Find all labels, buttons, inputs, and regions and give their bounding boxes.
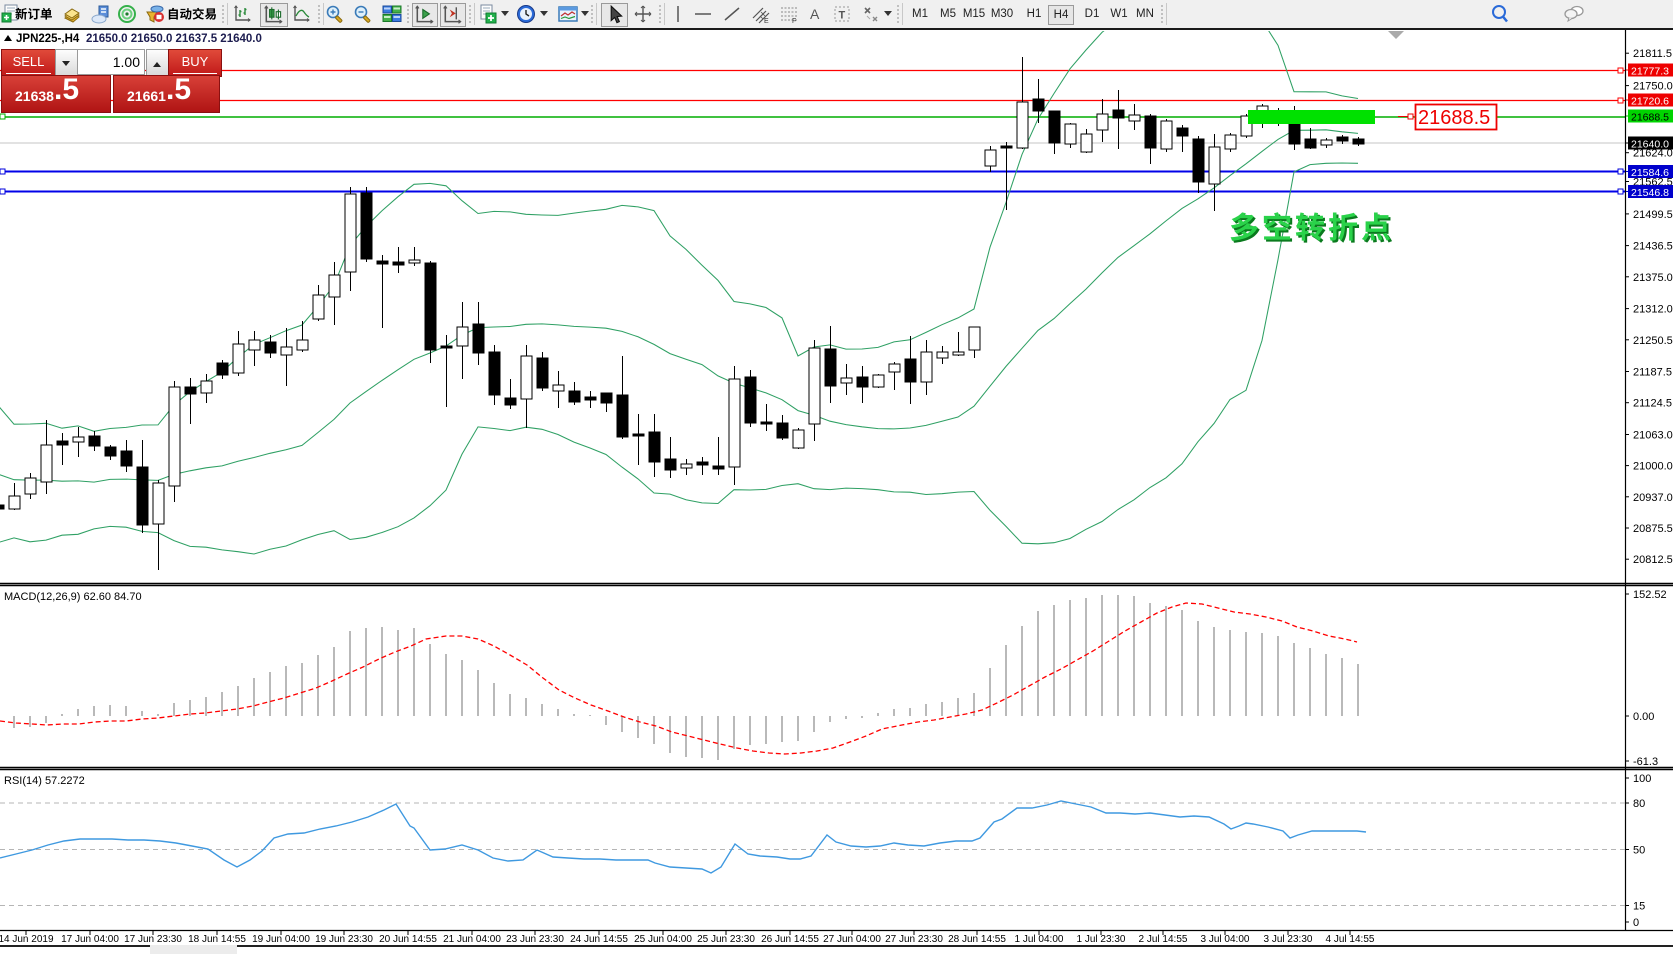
svg-text:21546.8: 21546.8 bbox=[1631, 187, 1669, 199]
svg-text:152.52: 152.52 bbox=[1633, 589, 1667, 601]
svg-text:21584.6: 21584.6 bbox=[1631, 167, 1669, 179]
svg-text:24 Jun 14:55: 24 Jun 14:55 bbox=[570, 934, 628, 945]
svg-text:26 Jun 14:55: 26 Jun 14:55 bbox=[761, 934, 819, 945]
svg-text:21375.0: 21375.0 bbox=[1633, 272, 1673, 284]
svg-text:21777.3: 21777.3 bbox=[1631, 66, 1669, 78]
svg-text:1 Jul 04:00: 1 Jul 04:00 bbox=[1015, 934, 1064, 945]
svg-text:3 Jul 23:30: 3 Jul 23:30 bbox=[1264, 934, 1313, 945]
svg-text:20875.5: 20875.5 bbox=[1633, 523, 1673, 535]
svg-text:E: E bbox=[764, 18, 769, 24]
svg-text:21250.5: 21250.5 bbox=[1633, 335, 1673, 347]
svg-text:RSI(14) 57.2272: RSI(14) 57.2272 bbox=[4, 775, 85, 787]
svg-text:-61.3: -61.3 bbox=[1633, 756, 1658, 768]
svg-text:MACD(12,26,9) 62.60 84.70: MACD(12,26,9) 62.60 84.70 bbox=[4, 591, 142, 603]
svg-text:21624.0: 21624.0 bbox=[1633, 148, 1673, 160]
svg-text:80: 80 bbox=[1633, 798, 1645, 810]
svg-text:21124.5: 21124.5 bbox=[1633, 398, 1672, 410]
svg-text:21640.0: 21640.0 bbox=[1631, 139, 1669, 151]
svg-text:18 Jun 14:55: 18 Jun 14:55 bbox=[188, 934, 246, 945]
svg-text:1 Jul 23:30: 1 Jul 23:30 bbox=[1077, 934, 1126, 945]
svg-text:21688.5: 21688.5 bbox=[1418, 107, 1490, 129]
svg-text:21650.0 21650.0 21637.5 21640.: 21650.0 21650.0 21637.5 21640.0 bbox=[86, 33, 262, 45]
svg-text:0.00: 0.00 bbox=[1633, 711, 1654, 723]
svg-text:25 Jun 04:00: 25 Jun 04:00 bbox=[634, 934, 692, 945]
svg-text:21750.0: 21750.0 bbox=[1633, 81, 1673, 93]
svg-text:25 Jun 23:30: 25 Jun 23:30 bbox=[697, 934, 755, 945]
svg-text:3 Jul 04:00: 3 Jul 04:00 bbox=[1201, 934, 1250, 945]
svg-text:0: 0 bbox=[1633, 917, 1639, 929]
svg-text:17 Jun 04:00: 17 Jun 04:00 bbox=[61, 934, 119, 945]
svg-text:2 Jul 14:55: 2 Jul 14:55 bbox=[1139, 934, 1188, 945]
svg-text:21499.5: 21499.5 bbox=[1633, 209, 1673, 221]
svg-text:20 Jun 14:55: 20 Jun 14:55 bbox=[379, 934, 437, 945]
svg-text:A: A bbox=[810, 6, 820, 22]
svg-text:14 Jun 2019: 14 Jun 2019 bbox=[0, 934, 54, 945]
svg-text:21688.5: 21688.5 bbox=[1631, 112, 1669, 124]
svg-text:17 Jun 23:30: 17 Jun 23:30 bbox=[124, 934, 182, 945]
svg-text:27 Jun 04:00: 27 Jun 04:00 bbox=[823, 934, 881, 945]
svg-text:19 Jun 04:00: 19 Jun 04:00 bbox=[252, 934, 310, 945]
svg-text:27 Jun 23:30: 27 Jun 23:30 bbox=[885, 934, 943, 945]
svg-text:19 Jun 23:30: 19 Jun 23:30 bbox=[315, 934, 373, 945]
svg-text:F: F bbox=[792, 18, 796, 24]
svg-text:21063.0: 21063.0 bbox=[1633, 430, 1673, 442]
svg-text:28 Jun 14:55: 28 Jun 14:55 bbox=[948, 934, 1006, 945]
svg-text:21 Jun 04:00: 21 Jun 04:00 bbox=[443, 934, 501, 945]
svg-text:T: T bbox=[839, 10, 846, 22]
svg-text:21312.0: 21312.0 bbox=[1633, 304, 1673, 316]
svg-text:21000.0: 21000.0 bbox=[1633, 461, 1673, 473]
svg-text:21720.6: 21720.6 bbox=[1631, 96, 1669, 108]
svg-text:23 Jun 23:30: 23 Jun 23:30 bbox=[506, 934, 564, 945]
svg-text:JPN225-,H4: JPN225-,H4 bbox=[16, 33, 80, 45]
svg-text:50: 50 bbox=[1633, 845, 1645, 857]
svg-text:4 Jul 14:55: 4 Jul 14:55 bbox=[1326, 934, 1375, 945]
svg-text:15: 15 bbox=[1633, 901, 1645, 913]
svg-text:20812.5: 20812.5 bbox=[1633, 554, 1673, 566]
svg-text:100: 100 bbox=[1633, 773, 1651, 785]
svg-text:21436.5: 21436.5 bbox=[1633, 241, 1673, 253]
svg-text:21187.5: 21187.5 bbox=[1633, 367, 1672, 379]
svg-text:20937.0: 20937.0 bbox=[1633, 492, 1673, 504]
svg-text:21811.5: 21811.5 bbox=[1633, 48, 1672, 60]
